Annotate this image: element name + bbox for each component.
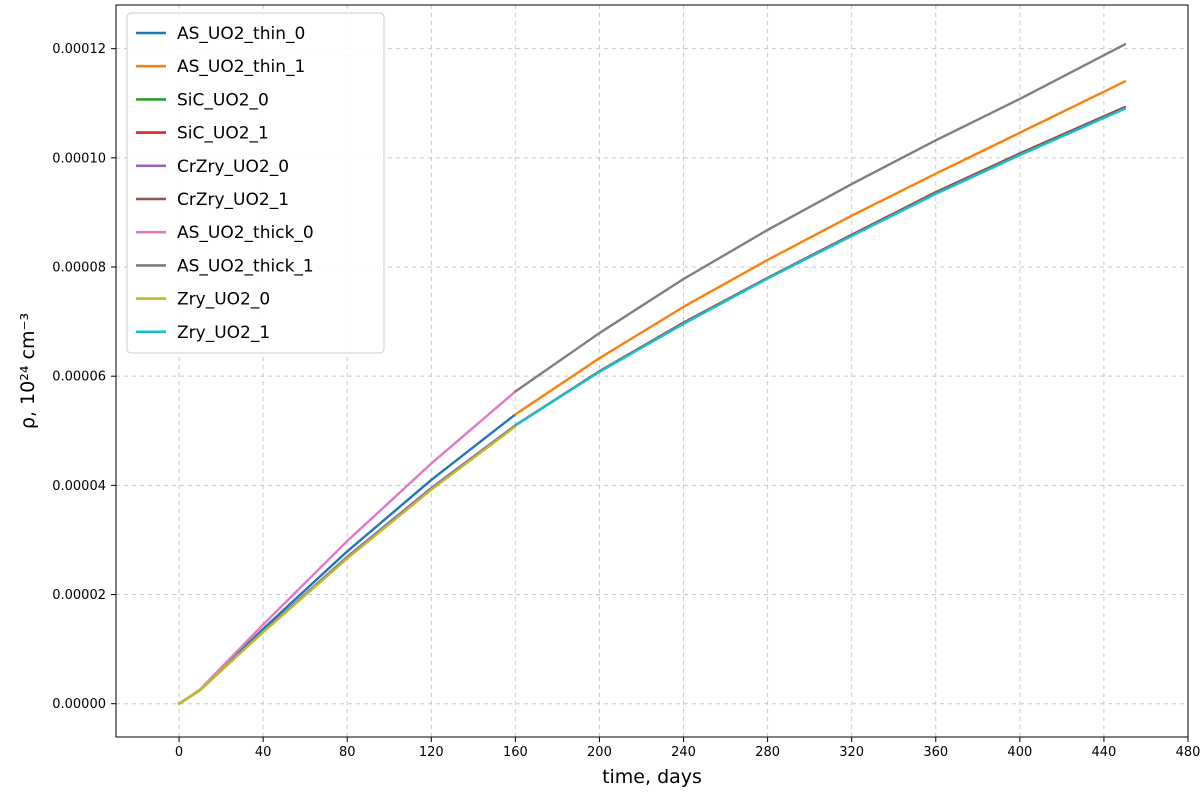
x-tick-label: 360 <box>923 745 948 760</box>
y-axis-title: ρ, 10²⁴ cm⁻³ <box>17 313 39 429</box>
series-line-AS_UO2_thick_1 <box>514 43 1127 393</box>
x-tick-label: 320 <box>839 745 864 760</box>
x-tick-label: 80 <box>339 745 356 760</box>
y-tick-label: 0.00000 <box>52 697 106 712</box>
x-tick-label: 240 <box>671 745 696 760</box>
x-tick-label: 280 <box>755 745 780 760</box>
legend-label: SiC_UO2_0 <box>177 90 269 110</box>
axis-ticks: 0 40 80 120 160 200 240 280 320 360 400 440 480 0.000… <box>52 42 1200 760</box>
x-tick-label: 120 <box>419 745 444 760</box>
y-tick-label: 0.00010 <box>52 151 106 166</box>
legend-box <box>126 12 385 354</box>
y-tick-label: 0.00006 <box>52 370 106 385</box>
series-line-Zry_UO2_0 <box>177 425 517 705</box>
legend-label: Zry_UO2_1 <box>177 323 270 343</box>
legend-label: CrZry_UO2_1 <box>177 190 289 210</box>
y-tick-label: 0.00008 <box>52 261 106 276</box>
x-tick-label: 0 <box>175 745 183 760</box>
legend-label: AS_UO2_thick_1 <box>177 256 314 276</box>
y-tick-label: 0.00002 <box>52 588 106 603</box>
x-tick-label: 160 <box>503 745 528 760</box>
series-line-Zry_UO2_1 <box>514 107 1127 427</box>
legend-label: Zry_UO2_0 <box>177 290 270 310</box>
x-tick-label: 440 <box>1092 745 1117 760</box>
legend-label: AS_UO2_thin_0 <box>177 24 305 44</box>
legend-label: AS_UO2_thin_1 <box>177 57 305 77</box>
y-tick-label: 0.00004 <box>52 479 106 494</box>
legend-label: SiC_UO2_1 <box>177 124 269 144</box>
y-tick-label: 0.00012 <box>52 42 106 57</box>
x-tick-label: 200 <box>587 745 612 760</box>
series-lines <box>177 43 1127 705</box>
x-tick-label: 40 <box>255 745 272 760</box>
x-tick-label: 480 <box>1176 745 1200 760</box>
legend-label: CrZry_UO2_0 <box>177 157 289 177</box>
x-axis-title: time, days <box>602 766 702 788</box>
plot-frame <box>115 4 1189 738</box>
series-line-AS_UO2_thin_1 <box>514 80 1127 416</box>
legend: AS_UO2_thin_0 AS_UO2_thin_1 SiC_UO2_0 SiC_U… <box>126 12 385 354</box>
legend-label: AS_UO2_thick_0 <box>177 223 314 243</box>
x-tick-label: 400 <box>1007 745 1032 760</box>
